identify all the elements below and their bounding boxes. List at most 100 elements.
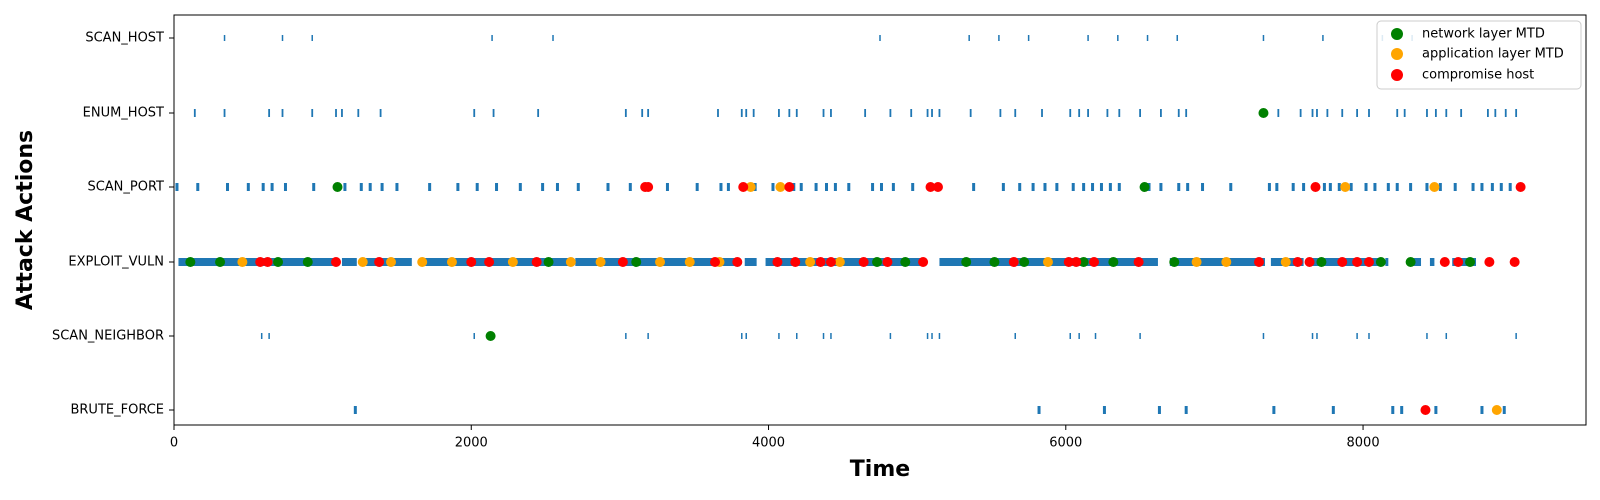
action-mark-enum-host (1426, 109, 1428, 117)
action-mark-scan-neighbor (1316, 333, 1318, 339)
action-mark-exploit-vuln (1385, 258, 1389, 266)
action-mark-exploit-vuln (419, 258, 570, 266)
action-mark-scan-port (395, 183, 399, 191)
point-application-layer-mtd (1280, 257, 1291, 267)
point-network-layer-mtd (872, 257, 883, 267)
action-mark-scan-neighbor (647, 333, 649, 339)
point-network-layer-mtd (1078, 257, 1089, 267)
legend: network layer MTD application layer MTD … (1376, 20, 1582, 90)
action-mark-scan-port (879, 183, 883, 191)
point-network-layer-mtd (1108, 257, 1119, 267)
action-mark-scan-port (1364, 183, 1368, 191)
point-application-layer-mtd (417, 257, 428, 267)
point-application-layer-mtd (507, 257, 518, 267)
point-network-layer-mtd (302, 257, 313, 267)
action-mark-scan-port (1159, 183, 1163, 191)
point-network-layer-mtd (989, 257, 1000, 267)
action-mark-brute-force (1102, 406, 1106, 414)
action-mark-scan-neighbor (1356, 333, 1358, 339)
point-network-layer-mtd (1258, 108, 1269, 118)
point-application-layer-mtd (805, 257, 816, 267)
y-tick-label: SCAN_HOST (85, 31, 164, 46)
action-mark-enum-host (647, 109, 650, 117)
action-mark-enum-host (379, 109, 382, 117)
action-mark-scan-host (311, 35, 313, 41)
action-mark-scan-neighbor (741, 333, 743, 339)
action-mark-scan-port (456, 183, 460, 191)
point-compromise-host (466, 257, 477, 267)
action-mark-enum-host (1106, 109, 1109, 117)
action-mark-scan-neighbor (260, 333, 263, 339)
action-mark-scan-port (771, 183, 775, 191)
y-tick-label: SCAN_PORT (87, 180, 164, 195)
action-mark-enum-host (311, 109, 314, 117)
action-mark-scan-port (541, 183, 545, 191)
point-application-layer-mtd (595, 257, 606, 267)
point-network-layer-mtd (1465, 257, 1476, 267)
action-mark-scan-port (1275, 183, 1279, 191)
point-compromise-host (643, 182, 654, 192)
x-tick-label: 6000 (1049, 436, 1082, 451)
action-mark-enum-host (1326, 109, 1329, 117)
point-application-layer-mtd (237, 257, 248, 267)
action-mark-scan-port (1322, 183, 1326, 191)
axes-layer: 0 2000 4000 6000 8000 SCAN_HOST ENUM_HOST SCAN_… (52, 31, 1380, 451)
x-tick-label: 8000 (1347, 436, 1380, 451)
action-mark-enum-host (624, 109, 627, 117)
action-mark-scan-port (833, 183, 837, 191)
action-mark-scan-neighbor (1094, 333, 1097, 339)
legend-label-application-mtd: application layer MTD (1422, 47, 1564, 62)
point-network-layer-mtd (961, 257, 972, 267)
action-mark-scan-port (495, 183, 499, 191)
legend-label-compromise-host: compromise host (1422, 68, 1534, 83)
point-compromise-host (732, 257, 743, 267)
point-compromise-host (331, 257, 342, 267)
action-mark-scan-port (380, 183, 384, 191)
point-application-layer-mtd (1491, 405, 1502, 415)
legend-marker-application-mtd (1391, 48, 1403, 60)
action-mark-scan-port (283, 183, 287, 191)
action-mark-enum-host (822, 109, 825, 117)
point-compromise-host (1484, 257, 1495, 267)
action-mark-scan-port (719, 183, 723, 191)
point-compromise-host (710, 257, 721, 267)
action-mark-scan-port (246, 183, 250, 191)
x-axis-title: Time (850, 457, 910, 482)
point-application-layer-mtd (446, 257, 457, 267)
point-compromise-host (1337, 257, 1348, 267)
point-network-layer-mtd (485, 331, 496, 341)
point-compromise-host (790, 257, 801, 267)
point-compromise-host (1008, 257, 1019, 267)
action-mark-scan-neighbor (830, 333, 832, 339)
action-mark-exploit-vuln (1169, 258, 1265, 266)
point-compromise-host (531, 257, 542, 267)
action-mark-enum-host (1403, 109, 1406, 117)
action-mark-scan-host (1262, 35, 1265, 41)
point-compromise-host (932, 182, 943, 192)
action-marks-layer (175, 35, 1523, 414)
point-network-layer-mtd (1375, 257, 1386, 267)
action-mark-scan-neighbor (1445, 333, 1448, 339)
action-mark-brute-force (1272, 406, 1276, 414)
point-compromise-host (918, 257, 929, 267)
action-mark-enum-host (1368, 109, 1370, 117)
action-mark-scan-port (871, 183, 875, 191)
point-compromise-host (925, 182, 936, 192)
y-axis-title: Attack Actions (13, 130, 38, 310)
action-mark-enum-host (889, 109, 892, 117)
action-mark-enum-host (1069, 109, 1072, 117)
action-mark-scan-port (1229, 183, 1233, 191)
action-mark-enum-host (641, 109, 644, 117)
point-application-layer-mtd (1340, 182, 1351, 192)
point-compromise-host (1254, 257, 1265, 267)
action-mark-scan-port (726, 183, 730, 191)
y-tick-label: ENUM_HOST (83, 106, 164, 121)
action-mark-enum-host (193, 109, 196, 117)
action-mark-brute-force (1400, 406, 1404, 414)
action-mark-enum-host (341, 109, 343, 117)
action-mark-brute-force (1184, 406, 1188, 414)
point-compromise-host (815, 257, 826, 267)
action-mark-brute-force (1331, 406, 1335, 414)
action-mark-scan-neighbor (1515, 333, 1517, 339)
